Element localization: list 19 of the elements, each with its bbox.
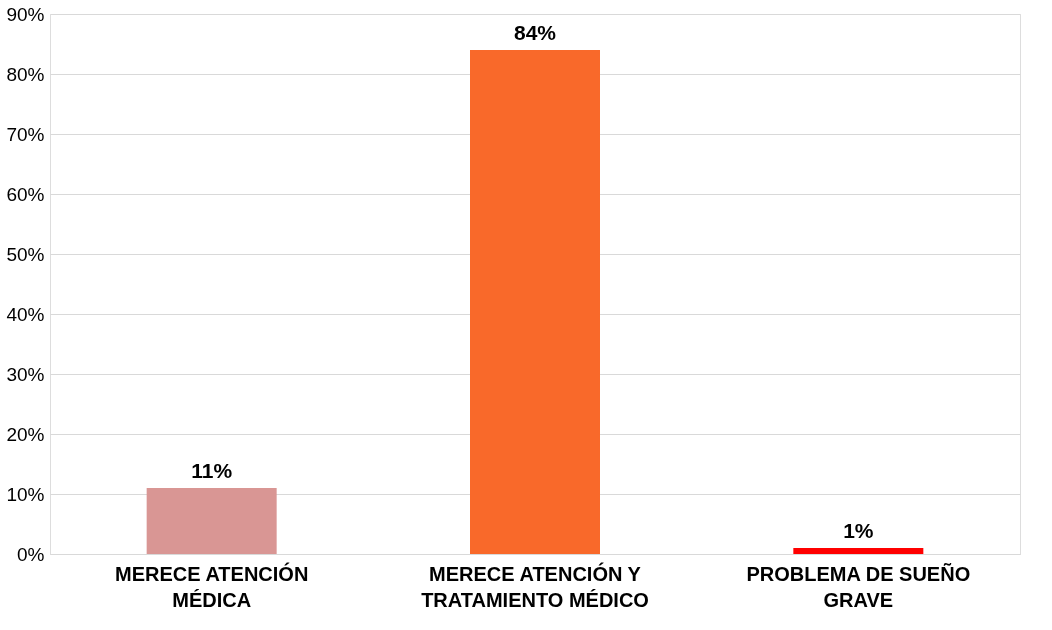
- y-tick-label: 10%: [6, 483, 45, 505]
- y-tick-label: 50%: [6, 243, 45, 265]
- bar: [793, 548, 924, 554]
- y-tick-label: 20%: [6, 423, 45, 445]
- y-tick-label: 30%: [6, 363, 45, 385]
- y-tick-label: 70%: [6, 123, 45, 145]
- data-label: 11%: [191, 459, 233, 482]
- bar: [470, 50, 600, 554]
- y-tick-label: 60%: [6, 183, 45, 205]
- y-tick-label: 80%: [6, 63, 45, 85]
- y-tick-label: 40%: [6, 303, 45, 325]
- x-tick-label: MERECE ATENCIÓN MÉDICA: [114, 561, 309, 611]
- data-label: 84%: [513, 21, 557, 44]
- data-label: 1%: [843, 519, 874, 542]
- y-tick-label: 0%: [17, 543, 45, 565]
- x-tick-label: MERECE ATENCIÓN Y TRATAMIENTO MÉDICO: [421, 561, 649, 611]
- bar: [146, 488, 277, 554]
- x-tick-label: PROBLEMA DE SUEÑO GRAVE: [746, 562, 971, 611]
- y-tick-label: 90%: [6, 3, 45, 25]
